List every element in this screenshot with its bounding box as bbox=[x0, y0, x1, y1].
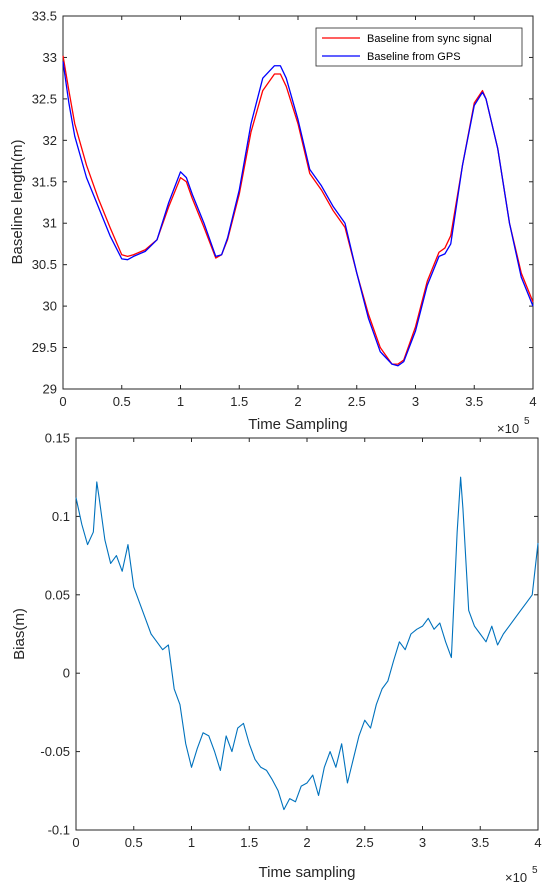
y-tick-label: -0.1 bbox=[48, 823, 70, 838]
y-tick-label: 0 bbox=[63, 666, 70, 681]
top-y-axis-label: Baseline length(m) bbox=[9, 139, 26, 264]
y-tick-label: 29.5 bbox=[32, 340, 57, 355]
x-tick-label: 0 bbox=[72, 835, 79, 850]
bottom-y-ticks: -0.1 -0.05 0 0.05 0.1 0.15 bbox=[40, 431, 538, 838]
y-tick-label: 33 bbox=[43, 50, 57, 65]
bottom-x-axis-label: Time sampling bbox=[259, 864, 356, 881]
y-tick-label: 30.5 bbox=[32, 257, 57, 272]
y-tick-label: 33.5 bbox=[32, 9, 57, 24]
y-tick-label: 0.05 bbox=[45, 587, 70, 602]
y-tick-label: 32.5 bbox=[32, 91, 57, 106]
top-series-line-0 bbox=[62, 55, 534, 365]
y-tick-label: 0.15 bbox=[45, 431, 70, 446]
x-tick-label: 0 bbox=[59, 394, 66, 409]
bottom-x-multiplier-base: ×10 bbox=[505, 870, 527, 885]
top-x-multiplier: ×10 5 bbox=[497, 416, 530, 436]
top-x-multiplier-exponent: 5 bbox=[524, 416, 530, 427]
bottom-axes-box bbox=[75, 437, 539, 831]
top-series-line-1 bbox=[62, 61, 534, 367]
bottom-series-group bbox=[75, 476, 539, 811]
top-x-axis-label: Time Sampling bbox=[248, 416, 347, 433]
x-tick-label: 2 bbox=[303, 835, 310, 850]
x-tick-label: 0.5 bbox=[113, 394, 131, 409]
top-y-ticks: 29 29.5 30 30.5 31 31.5 32 32.5 33 33.5 bbox=[32, 9, 533, 397]
x-tick-label: 1.5 bbox=[240, 835, 258, 850]
x-tick-label: 1 bbox=[177, 394, 184, 409]
x-tick-label: 2.5 bbox=[356, 835, 374, 850]
bottom-x-multiplier-exponent: 5 bbox=[532, 865, 538, 876]
bottom-series-line-0 bbox=[75, 476, 539, 811]
top-series-group bbox=[62, 55, 534, 367]
y-tick-label: 31.5 bbox=[32, 174, 57, 189]
x-tick-label: 2.5 bbox=[348, 394, 366, 409]
baseline-length-chart: 0 0.5 1 1.5 2 2.5 3 3.5 4 2929.53030.53131.53232… bbox=[9, 9, 537, 437]
x-tick-label: 1.5 bbox=[230, 394, 248, 409]
x-tick-label: 2 bbox=[294, 394, 301, 409]
top-x-ticks: 0 0.5 1 1.5 2 2.5 3 3.5 4 bbox=[59, 16, 537, 409]
bottom-x-ticks: 0 0.5 1 1.5 2 2.5 3 3.5 4 bbox=[72, 438, 542, 850]
bottom-y-axis-label: Bias(m) bbox=[11, 608, 28, 660]
x-tick-label: 4 bbox=[529, 394, 536, 409]
y-tick-label: 32 bbox=[43, 133, 57, 148]
legend-label-gps: Baseline from GPS bbox=[367, 51, 461, 63]
x-tick-label: 3.5 bbox=[471, 835, 489, 850]
top-legend: Baseline from sync signal Baseline from … bbox=[315, 27, 523, 67]
y-tick-label: 29 bbox=[43, 382, 57, 397]
x-tick-label: 3 bbox=[419, 835, 426, 850]
y-tick-label: 0.1 bbox=[52, 509, 70, 524]
x-tick-label: 4 bbox=[534, 835, 541, 850]
x-tick-label: 3.5 bbox=[465, 394, 483, 409]
bottom-x-multiplier: ×10 5 bbox=[505, 865, 538, 885]
bias-chart: 0 0.5 1 1.5 2 2.5 3 3.5 4 -0.1-0.0500.050.10.15 … bbox=[11, 431, 542, 886]
top-x-multiplier-base: ×10 bbox=[497, 421, 519, 436]
legend-label-sync: Baseline from sync signal bbox=[367, 33, 492, 45]
top-axes-box bbox=[62, 15, 534, 390]
y-tick-label: 30 bbox=[43, 299, 57, 314]
y-tick-label: -0.05 bbox=[40, 744, 70, 759]
y-tick-label: 31 bbox=[43, 216, 57, 231]
legend-box bbox=[315, 27, 523, 67]
x-tick-label: 3 bbox=[412, 394, 419, 409]
x-tick-label: 0.5 bbox=[125, 835, 143, 850]
x-tick-label: 1 bbox=[188, 835, 195, 850]
